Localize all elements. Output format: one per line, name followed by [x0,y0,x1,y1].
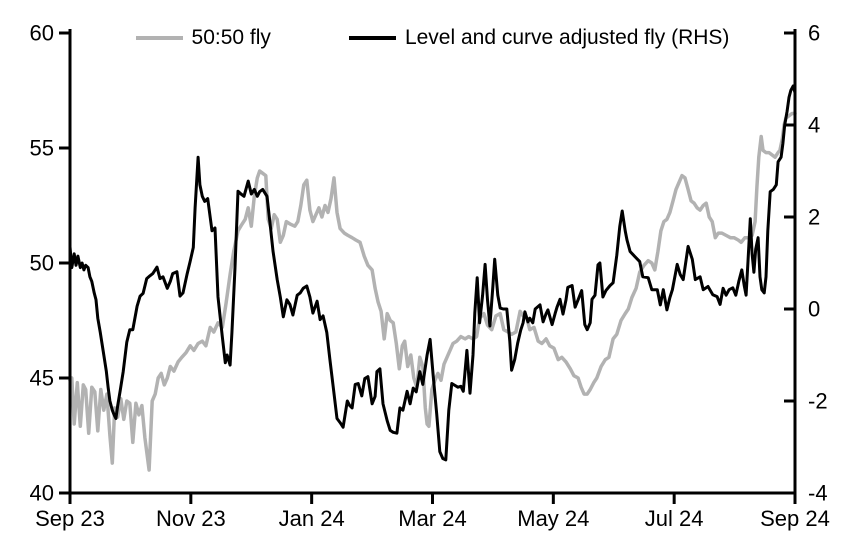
right-axis-tick-label: -4 [808,481,828,506]
left-axis-tick-label: 60 [30,21,54,46]
right-axis-tick-label: 2 [808,205,820,230]
right-axis-tick-label: 6 [808,21,820,46]
x-axis-tick-label: May 24 [517,506,589,531]
x-axis-tick-label: Jul 24 [645,506,704,531]
x-axis-tick-label: Mar 24 [398,506,466,531]
right-axis-tick-label: 0 [808,297,820,322]
left-axis-tick-label: 45 [30,366,54,391]
x-axis-tick-label: Nov 23 [156,506,226,531]
series-line-5050-fly [68,111,797,472]
x-axis-tick-label: Jan 24 [279,506,345,531]
left-axis-tick-label: 50 [30,251,54,276]
right-axis-tick-label: -2 [808,389,828,414]
left-axis-tick-label: 40 [30,481,54,506]
x-axis-tick-label: Sep 23 [35,506,105,531]
x-axis-tick-label: Sep 24 [760,506,830,531]
series-line-adjusted-fly [68,84,797,462]
right-axis-tick-label: 4 [808,113,820,138]
left-axis-tick-label: 55 [30,136,54,161]
